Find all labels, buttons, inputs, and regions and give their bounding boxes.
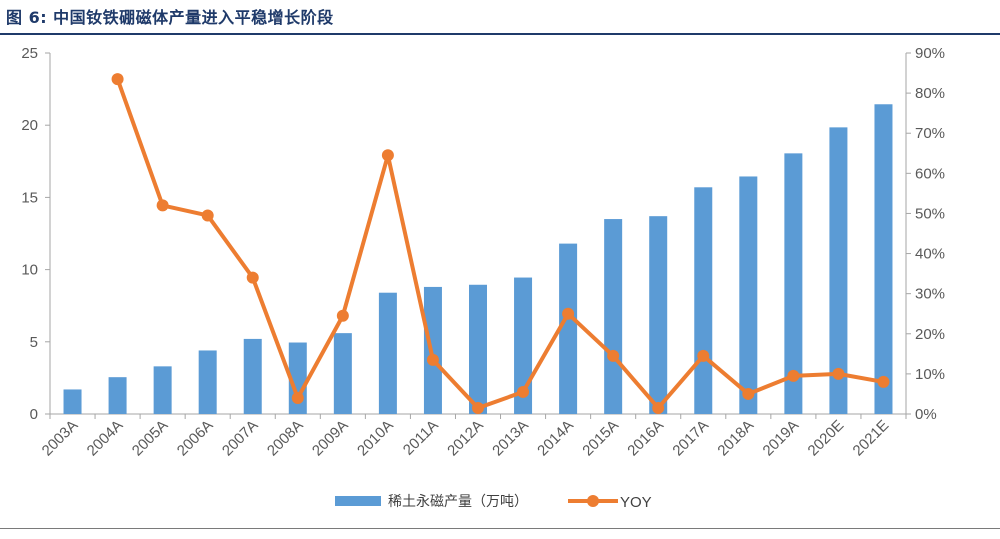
yoy-point bbox=[517, 385, 530, 398]
yoy-point bbox=[652, 401, 665, 414]
yoy-point bbox=[336, 309, 349, 322]
x-tick-label: 2010A bbox=[354, 417, 397, 460]
bar bbox=[108, 377, 127, 414]
y-left-tick-label: 10 bbox=[21, 262, 38, 279]
x-tick-label: 2017A bbox=[669, 417, 712, 460]
y-right-tick-label: 80% bbox=[915, 85, 945, 102]
bar bbox=[63, 389, 82, 414]
legend-swatch-marker bbox=[587, 495, 599, 507]
x-tick-label: 2020E bbox=[805, 417, 848, 460]
yoy-point bbox=[246, 271, 259, 284]
y-left-tick-label: 0 bbox=[30, 406, 38, 423]
x-tick-label: 2018A bbox=[714, 417, 757, 460]
x-tick-label: 2005A bbox=[129, 417, 172, 460]
yoy-point bbox=[607, 349, 620, 362]
legend-label-bar: 稀土永磁产量（万吨） bbox=[388, 494, 528, 510]
yoy-point bbox=[832, 367, 845, 380]
yoy-point bbox=[426, 353, 439, 366]
legend-label-yoy: YOY bbox=[620, 494, 652, 511]
bar bbox=[649, 216, 668, 414]
x-tick-label: 2019A bbox=[760, 417, 803, 460]
y-right-tick-label: 10% bbox=[915, 366, 945, 383]
y-right-tick-label: 20% bbox=[915, 326, 945, 343]
bar bbox=[694, 187, 713, 414]
bar bbox=[333, 333, 352, 414]
x-tick-label: 2003A bbox=[39, 417, 82, 460]
bar-series bbox=[63, 104, 893, 415]
yoy-line-series bbox=[111, 73, 890, 414]
figure-title: 图 6: 中国钕铁硼磁体产量进入平稳增长阶段 bbox=[6, 8, 334, 27]
bar bbox=[559, 243, 578, 414]
bottom-rule bbox=[0, 528, 1000, 529]
y-right-tick-label: 60% bbox=[915, 165, 945, 182]
y-left-tick-label: 15 bbox=[21, 189, 38, 206]
yoy-point bbox=[156, 199, 169, 212]
x-tick-label: 2016A bbox=[624, 417, 667, 460]
x-tick-label: 2007A bbox=[219, 417, 262, 460]
y-right-tick-label: 90% bbox=[915, 45, 945, 62]
y-right-tick-label: 30% bbox=[915, 286, 945, 303]
bar bbox=[423, 286, 442, 414]
bar bbox=[784, 153, 803, 414]
yoy-point bbox=[472, 401, 484, 414]
yoy-point bbox=[877, 375, 890, 388]
bar bbox=[829, 127, 848, 414]
y-left-tick-label: 25 bbox=[21, 45, 38, 62]
yoy-point bbox=[291, 391, 304, 404]
yoy-point bbox=[111, 73, 124, 86]
legend-swatch-bar bbox=[335, 496, 381, 506]
yoy-line bbox=[115, 78, 884, 410]
y-right-tick-label: 40% bbox=[915, 246, 945, 263]
yoy-point bbox=[787, 369, 800, 382]
y-left-tick-label: 20 bbox=[21, 117, 38, 134]
yoy-point bbox=[562, 307, 575, 320]
y-right-tick-label: 70% bbox=[915, 125, 945, 142]
y-right-tick-label: 50% bbox=[915, 205, 945, 222]
bar bbox=[153, 366, 172, 414]
x-tick-label: 2008A bbox=[264, 417, 307, 460]
x-tick-label: 2014A bbox=[534, 417, 577, 460]
x-tick-label: 2004A bbox=[84, 417, 127, 460]
bar bbox=[378, 292, 397, 414]
y-right-tick-label: 0% bbox=[915, 406, 937, 423]
chart-legend: 稀土永磁产量（万吨） YOY bbox=[335, 494, 652, 511]
bar bbox=[514, 277, 533, 414]
bar bbox=[874, 104, 893, 415]
yoy-point bbox=[697, 349, 710, 362]
x-tick-label: 2021E bbox=[850, 417, 893, 460]
y-left-tick-label: 5 bbox=[30, 334, 38, 351]
x-tick-label: 2006A bbox=[174, 417, 217, 460]
x-tick-label: 2009A bbox=[309, 417, 352, 460]
yoy-point bbox=[742, 387, 755, 400]
bar bbox=[198, 350, 217, 414]
x-tick-label: 2013A bbox=[489, 417, 532, 460]
yoy-point bbox=[381, 149, 394, 162]
x-tick-label: 2015A bbox=[579, 417, 622, 460]
bar bbox=[604, 219, 623, 414]
bar bbox=[739, 176, 758, 414]
title-rule bbox=[0, 33, 1000, 35]
x-tick-label: 2011A bbox=[400, 417, 442, 459]
yoy-point bbox=[201, 209, 214, 222]
x-tick-label: 2012A bbox=[444, 417, 487, 460]
bar bbox=[243, 338, 262, 414]
bar bbox=[469, 284, 487, 414]
